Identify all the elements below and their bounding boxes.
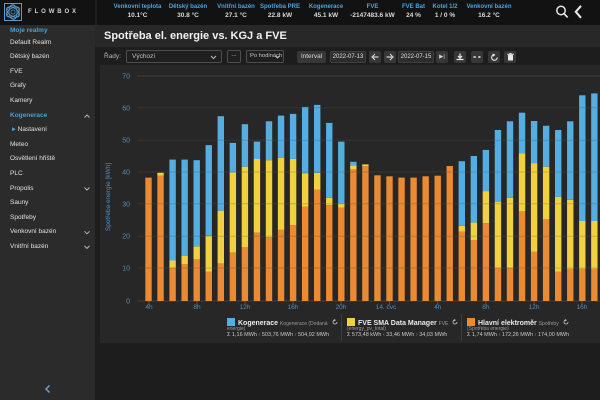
svg-text:10: 10 <box>122 266 130 273</box>
svg-text:12h: 12h <box>240 304 251 311</box>
svg-text:8h: 8h <box>193 304 201 311</box>
svg-text:8h: 8h <box>482 304 490 311</box>
svg-text:50: 50 <box>122 138 130 145</box>
svg-text:20: 20 <box>122 234 130 241</box>
svg-text:16h: 16h <box>577 304 588 311</box>
svg-text:4h: 4h <box>145 304 153 311</box>
svg-text:14. čvc: 14. čvc <box>376 304 397 311</box>
svg-text:70: 70 <box>122 74 130 81</box>
svg-text:12h: 12h <box>529 304 540 311</box>
svg-text:0: 0 <box>126 299 130 306</box>
svg-text:16h: 16h <box>288 304 299 311</box>
svg-text:20h: 20h <box>336 304 347 311</box>
svg-text:Spotřeba energie [kWh]: Spotřeba energie [kWh] <box>105 163 112 231</box>
svg-text:60: 60 <box>122 105 130 112</box>
svg-text:4h: 4h <box>434 304 442 311</box>
svg-text:30: 30 <box>122 201 130 208</box>
svg-text:40: 40 <box>122 170 130 177</box>
